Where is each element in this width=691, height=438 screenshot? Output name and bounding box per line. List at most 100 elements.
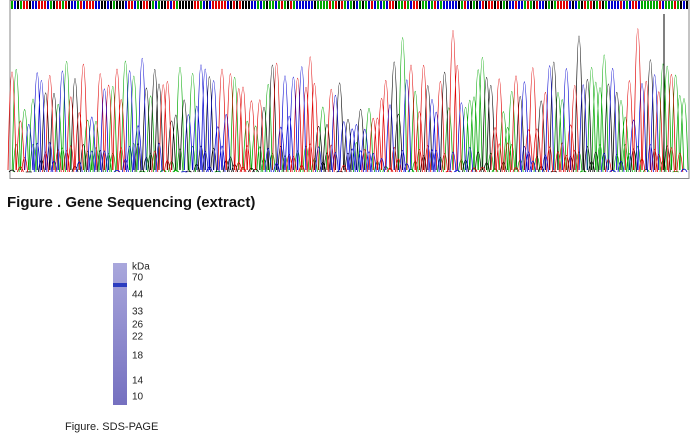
base-call	[185, 1, 187, 9]
base-call	[191, 1, 193, 9]
base-call	[329, 1, 331, 9]
base-call	[551, 1, 553, 9]
base-call	[434, 1, 436, 9]
base-call	[281, 1, 283, 9]
base-call	[581, 1, 583, 9]
base-call	[338, 1, 340, 9]
base-call	[623, 1, 625, 9]
base-call	[548, 1, 550, 9]
base-call	[440, 1, 442, 9]
base-call	[11, 1, 13, 9]
base-call	[164, 1, 166, 9]
base-call	[635, 1, 637, 9]
base-call	[536, 1, 538, 9]
base-call	[500, 1, 502, 9]
base-call	[362, 1, 364, 9]
base-call	[155, 1, 157, 9]
base-call	[365, 1, 367, 9]
base-call	[209, 1, 211, 9]
base-call	[44, 1, 46, 9]
base-call	[530, 1, 532, 9]
base-call	[452, 1, 454, 9]
base-call	[359, 1, 361, 9]
base-call	[497, 1, 499, 9]
base-call	[188, 1, 190, 9]
base-call	[608, 1, 610, 9]
base-call	[485, 1, 487, 9]
base-call	[686, 1, 688, 9]
base-call	[560, 1, 562, 9]
base-call	[437, 1, 439, 9]
base-call	[218, 1, 220, 9]
base-call	[29, 1, 31, 9]
base-call	[65, 1, 67, 9]
base-call	[236, 1, 238, 9]
base-call	[215, 1, 217, 9]
base-call	[152, 1, 154, 9]
base-call	[140, 1, 142, 9]
base-call	[674, 1, 676, 9]
base-call	[575, 1, 577, 9]
base-call	[593, 1, 595, 9]
base-call	[62, 1, 64, 9]
base-call	[683, 1, 685, 9]
base-call	[386, 1, 388, 9]
base-call	[422, 1, 424, 9]
base-call	[653, 1, 655, 9]
base-call	[194, 1, 196, 9]
trace	[24, 57, 688, 173]
base-call	[107, 1, 109, 9]
base-call	[197, 1, 199, 9]
base-call	[428, 1, 430, 9]
base-call	[443, 1, 445, 9]
base-call	[584, 1, 586, 9]
base-call	[158, 1, 160, 9]
base-call	[56, 1, 58, 9]
base-call	[626, 1, 628, 9]
base-call	[206, 1, 208, 9]
base-call	[662, 1, 664, 9]
base-call	[290, 1, 292, 9]
base-call	[59, 1, 61, 9]
base-call	[557, 1, 559, 9]
base-call	[278, 1, 280, 9]
sequence-strip	[11, 1, 688, 9]
chromatogram	[7, 0, 690, 179]
base-call	[446, 1, 448, 9]
base-call	[389, 1, 391, 9]
base-call	[20, 1, 22, 9]
base-call	[263, 1, 265, 9]
base-call	[47, 1, 49, 9]
base-call	[590, 1, 592, 9]
base-call	[383, 1, 385, 9]
base-call	[80, 1, 82, 9]
base-call	[665, 1, 667, 9]
trace	[7, 28, 684, 173]
base-call	[599, 1, 601, 9]
base-call	[323, 1, 325, 9]
marker-label: 33	[132, 307, 144, 318]
base-call	[614, 1, 616, 9]
base-call	[251, 1, 253, 9]
base-call	[74, 1, 76, 9]
base-call	[416, 1, 418, 9]
base-call	[410, 1, 412, 9]
base-call	[413, 1, 415, 9]
marker-label: 22	[132, 332, 144, 343]
base-call	[314, 1, 316, 9]
base-call	[506, 1, 508, 9]
base-call	[521, 1, 523, 9]
base-call	[377, 1, 379, 9]
base-call	[392, 1, 394, 9]
base-call	[170, 1, 172, 9]
base-call	[95, 1, 97, 9]
base-call	[596, 1, 598, 9]
base-call	[161, 1, 163, 9]
base-call	[650, 1, 652, 9]
base-call	[611, 1, 613, 9]
base-call	[224, 1, 226, 9]
base-call	[539, 1, 541, 9]
base-call	[566, 1, 568, 9]
base-call	[350, 1, 352, 9]
base-call	[143, 1, 145, 9]
